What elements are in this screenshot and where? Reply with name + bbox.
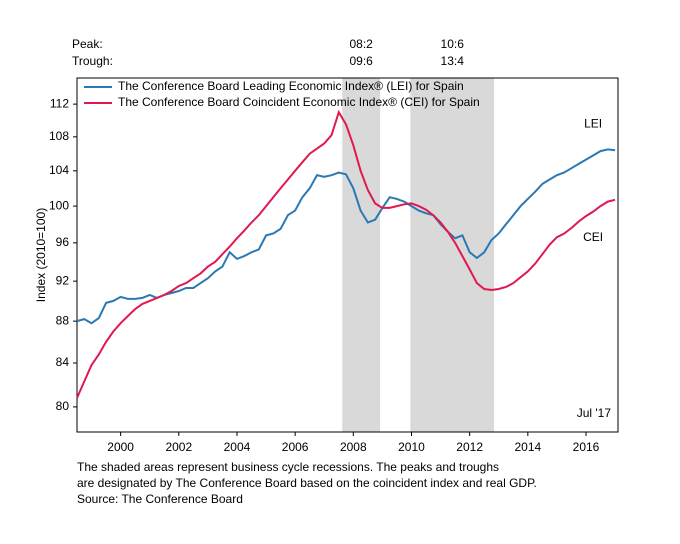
x-tick-label: 2004 [224,440,251,454]
x-tick-label: 2000 [107,440,134,454]
x-tick-label: 2014 [514,440,541,454]
y-tick-label: 88 [56,313,70,327]
plot-frame [76,77,619,433]
y-tick-label: 112 [50,96,69,110]
legend-label: The Conference Board Leading Economic In… [118,79,464,93]
y-tick-label: 80 [56,399,70,413]
trough-date: 13:4 [441,54,465,68]
y-tick-label: 108 [49,129,69,143]
x-tick-label: 2012 [456,440,483,454]
footnote: Source: The Conference Board [77,492,243,506]
date-note: Jul '17 [577,406,612,420]
series-line [76,109,616,399]
y-tick-label: 100 [49,198,69,212]
y-axis-label: Index (2010=100) [34,208,48,302]
peak-date: 10:6 [441,37,465,51]
trough-date: 09:6 [349,54,373,68]
x-tick-label: 2010 [398,440,425,454]
y-tick-label: 84 [56,355,70,369]
recession-band [342,78,381,432]
y-tick-label: 104 [49,163,69,177]
x-tick-label: 2008 [340,440,367,454]
y-tick-label: 92 [56,273,70,287]
series-end-label: LEI [584,116,602,130]
peak-label: Peak: [72,37,103,51]
y-tick-label: 96 [56,235,70,249]
peak-date: 08:2 [349,37,373,51]
x-tick-label: 2016 [573,440,600,454]
x-tick-label: 2006 [282,440,309,454]
footnote: are designated by The Conference Board b… [77,476,537,490]
footnote: The shaded areas represent business cycl… [77,460,499,474]
trough-label: Trough: [72,54,113,68]
x-tick-label: 2002 [165,440,192,454]
legend-label: The Conference Board Coincident Economic… [118,95,480,109]
series-end-label: CEI [583,230,603,244]
